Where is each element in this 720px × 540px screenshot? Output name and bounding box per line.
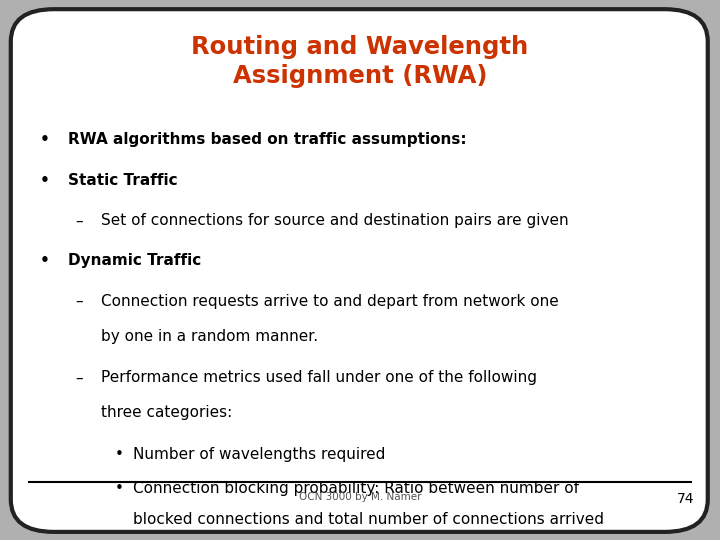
Text: •: • — [40, 173, 50, 188]
Text: Number of wavelengths required: Number of wavelengths required — [133, 447, 386, 462]
FancyBboxPatch shape — [11, 9, 708, 532]
Text: Performance metrics used fall under one of the following: Performance metrics used fall under one … — [101, 370, 537, 386]
Text: Routing and Wavelength
Assignment (RWA): Routing and Wavelength Assignment (RWA) — [192, 35, 528, 88]
Text: by one in a random manner.: by one in a random manner. — [101, 329, 318, 343]
Text: –: – — [76, 213, 84, 228]
Text: Set of connections for source and destination pairs are given: Set of connections for source and destin… — [101, 213, 568, 228]
Text: •: • — [115, 481, 124, 496]
Text: •: • — [40, 132, 50, 147]
Text: Static Traffic: Static Traffic — [68, 173, 178, 188]
Text: •: • — [40, 253, 50, 268]
Text: –: – — [76, 294, 84, 309]
Text: 74: 74 — [678, 492, 695, 507]
Text: OCN 3000 by M. Namer: OCN 3000 by M. Namer — [299, 492, 421, 503]
Text: RWA algorithms based on traffic assumptions:: RWA algorithms based on traffic assumpti… — [68, 132, 467, 147]
Text: –: – — [76, 370, 84, 386]
Text: Dynamic Traffic: Dynamic Traffic — [68, 253, 202, 268]
Text: blocked connections and total number of connections arrived: blocked connections and total number of … — [133, 512, 604, 527]
Text: three categories:: three categories: — [101, 406, 232, 420]
Text: •: • — [115, 447, 124, 462]
Text: Connection requests arrive to and depart from network one: Connection requests arrive to and depart… — [101, 294, 559, 309]
Text: Connection blocking probability: Ratio between number of: Connection blocking probability: Ratio b… — [133, 481, 579, 496]
